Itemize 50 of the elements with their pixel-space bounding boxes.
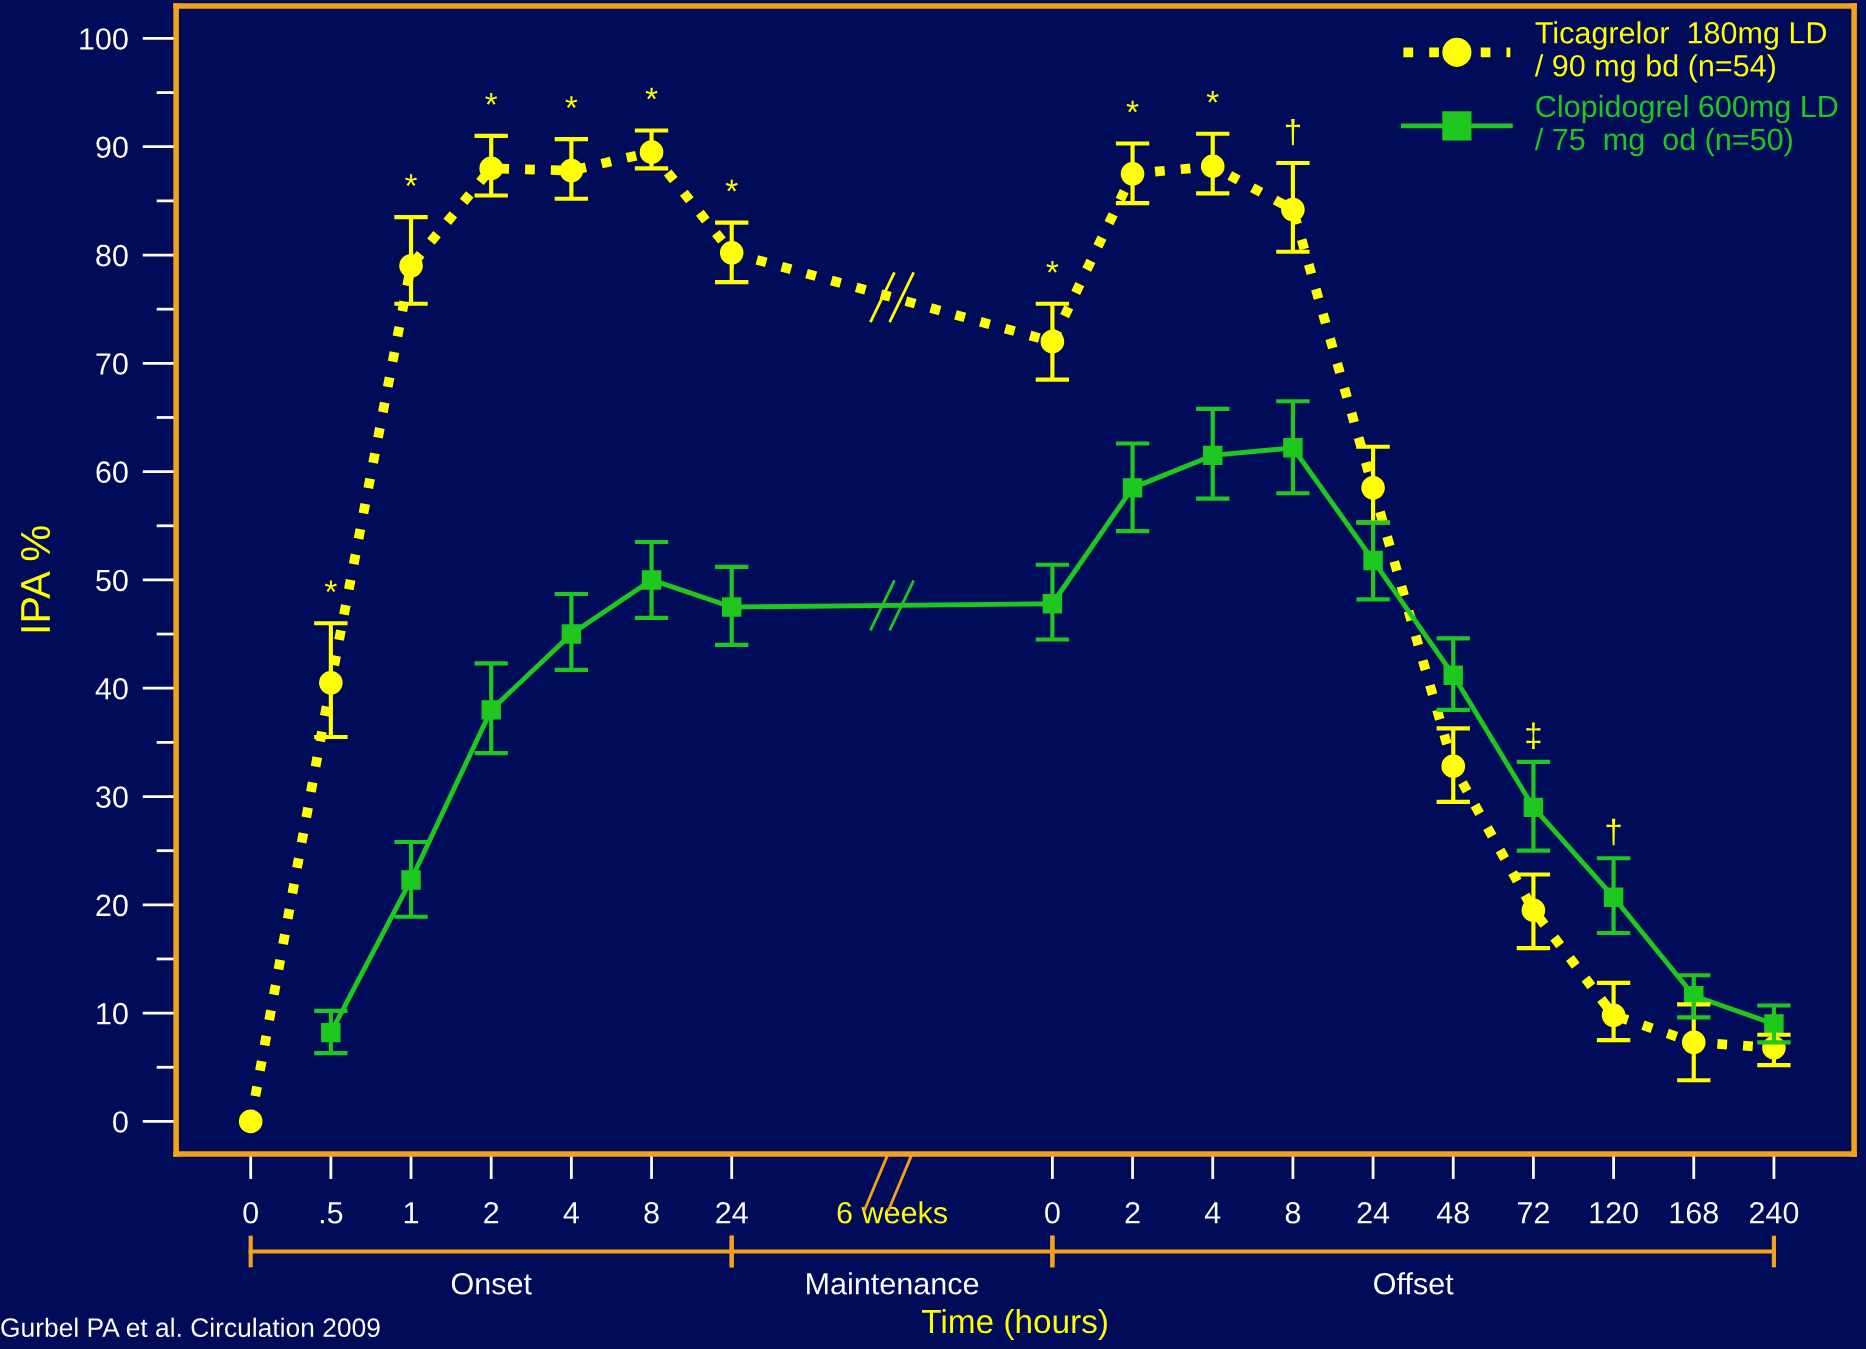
data-label: * [1206, 90, 1219, 103]
data-label: * [485, 93, 498, 105]
x-axis-title: Time (hours) [922, 1308, 1107, 1340]
x-tick-label: 1 [404, 1202, 419, 1224]
data-label: * [1046, 260, 1059, 273]
x-tick-label: 8 [644, 1201, 659, 1224]
y-tick-label: 90 [96, 136, 128, 159]
x-tick-label: 120 [1590, 1201, 1638, 1224]
x-tick-label: .5 [320, 1202, 343, 1224]
x-tick-label: 8 [1285, 1201, 1301, 1224]
x-tick-label: 24 [1357, 1201, 1390, 1224]
y-axis-title: IPA % [20, 526, 51, 632]
x-tick-label: 4 [1204, 1202, 1221, 1224]
x-tick-label: 48 [1436, 1201, 1469, 1224]
y-tick-label: 0 [113, 1111, 128, 1133]
y-tick-label: 50 [96, 569, 128, 592]
data-label: * [1126, 100, 1139, 113]
x-tick-label: 72 [1517, 1201, 1549, 1224]
legend-label: Clopidogrel 600mg LD / 75 mg od (n=50) [1534, 94, 1838, 157]
text: Maintenance [807, 1272, 979, 1295]
x-tick-label: 0 [243, 1201, 258, 1224]
x-tick-label: 240 [1749, 1201, 1799, 1224]
y-tick-label: 70 [96, 353, 128, 375]
y-tick-label: 60 [96, 461, 128, 483]
x-tick-label: 2 [1125, 1201, 1140, 1224]
y-tick-label: 80 [96, 244, 128, 267]
annotation: † [1606, 818, 1621, 846]
legend-label: Ticagrelor 180mg LD / 90 mg bd (n=54) [1534, 21, 1826, 83]
point [238, 1109, 263, 1134]
data-label: * [565, 96, 578, 109]
data-label: * [405, 174, 417, 186]
data-label: * [645, 87, 658, 100]
data-label: † [1285, 118, 1300, 146]
y-tick-label: 20 [96, 894, 128, 917]
x-tick-label: 6 weeks [837, 1201, 947, 1224]
text: Gurbel PA et al. Circulation 2009 [1, 1317, 380, 1338]
y-tick-label: 10 [97, 1002, 128, 1025]
data-label: * [324, 580, 337, 593]
y-tick-label: 30 [96, 786, 128, 808]
x-tick-label: 0 [1045, 1201, 1060, 1224]
x-tick-label: 4 [563, 1202, 579, 1224]
y-tick-label: 40 [95, 677, 128, 700]
text: Offset [1374, 1272, 1454, 1295]
annotation: ‡ [1526, 722, 1541, 749]
data-label: * [725, 179, 738, 192]
y-tick-label: 100 [80, 28, 128, 50]
x-tick-label: 2 [484, 1201, 499, 1224]
x-tick-label: 24 [716, 1201, 748, 1224]
text: Onset [451, 1272, 532, 1295]
x-tick-label: 168 [1670, 1201, 1718, 1224]
